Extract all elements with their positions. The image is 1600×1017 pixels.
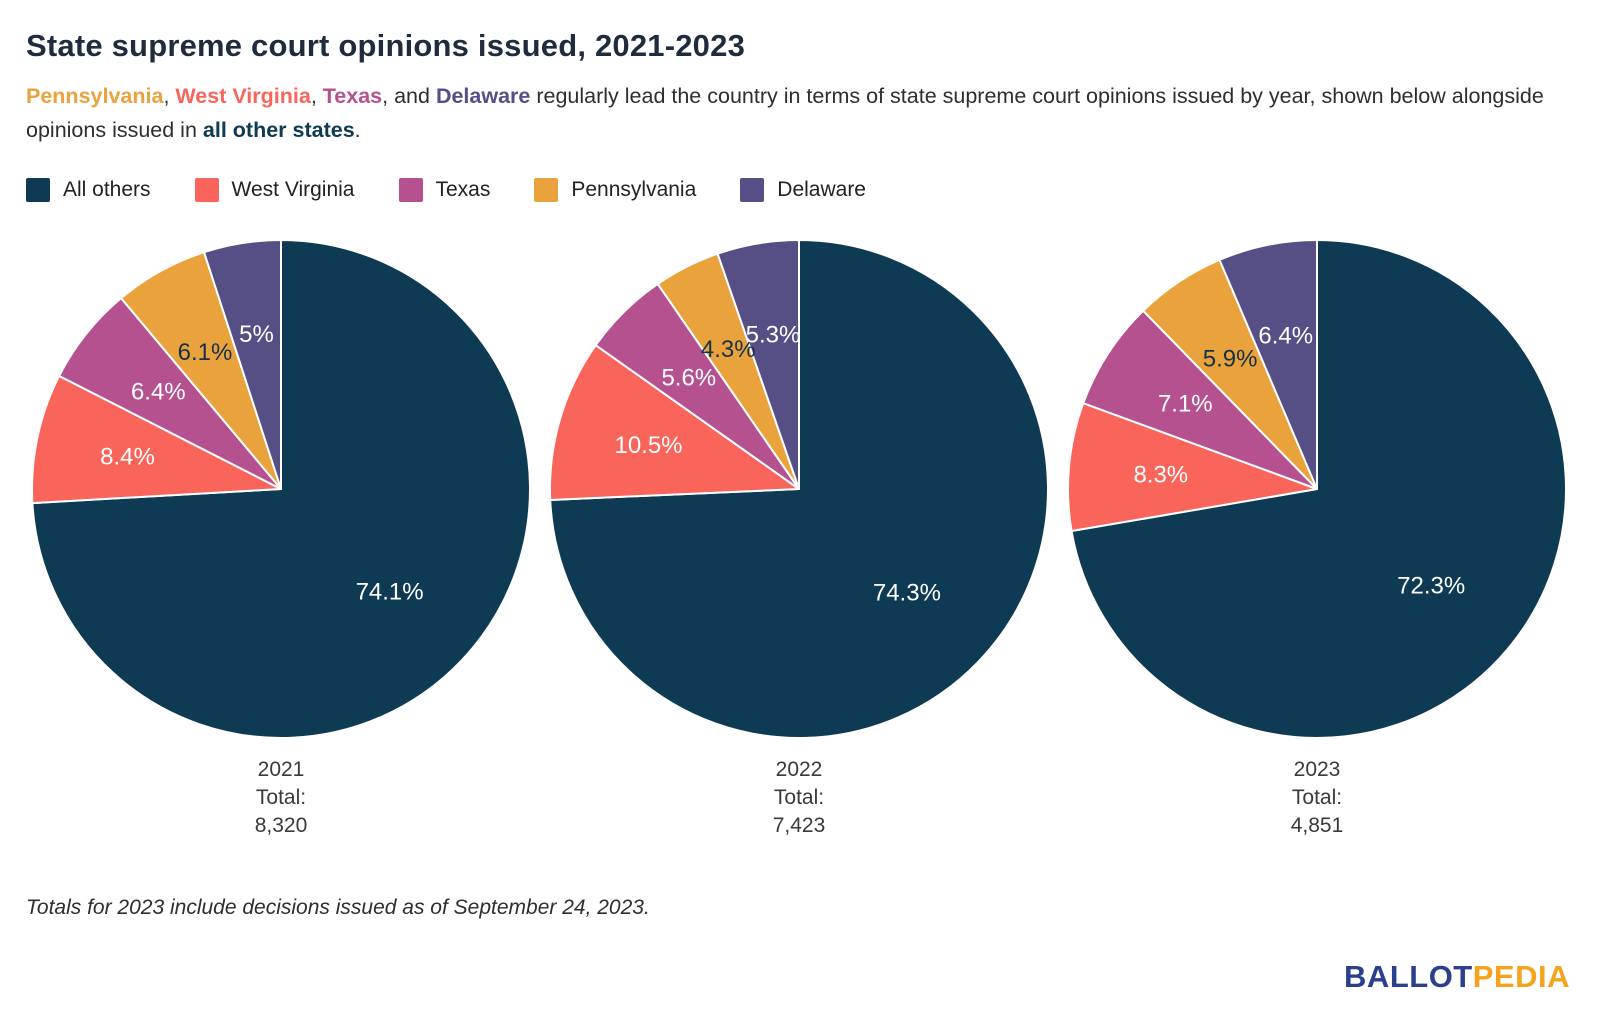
subtitle-west-virginia: West Virginia [175, 84, 311, 108]
pie-year-label: 2021 [257, 757, 305, 781]
pie-slice-percent-label: 5% [239, 321, 274, 348]
pie-charts-row: 74.1% 8.4% 6.4% 6.1% 5% 2021 Total: 8,320 74… [26, 236, 1572, 840]
pie-caption-2023: 2023 Total: 4,851 [1064, 756, 1570, 840]
pie-slice-percent-label: 5.3% [746, 321, 801, 348]
legend-label-pennsylvania: Pennsylvania [571, 177, 697, 201]
pie-total-label: Total: [773, 785, 825, 809]
pie-chart-2022: 74.3% 10.5% 5.6% 4.3% 5.3% [546, 236, 1052, 742]
pie-total-value: 8,320 [254, 813, 308, 837]
pie-slice-percent-label: 8.3% [1133, 462, 1188, 489]
subtitle-text: , [163, 84, 176, 108]
pie-slice-percent-label: 8.4% [100, 444, 155, 471]
pie-block-2023: 72.3% 8.3% 7.1% 5.9% 6.4% 2023 Total: 4,851 [1064, 236, 1570, 840]
subtitle-text: , and [382, 84, 436, 108]
subtitle-texas: Texas [322, 84, 383, 108]
pie-slice-percent-label: 72.3% [1397, 572, 1465, 599]
pie-slice-delaware [203, 238, 282, 490]
legend-item-all-others: All others [26, 177, 151, 202]
pie-total-value: 7,423 [772, 813, 826, 837]
legend-item-delaware: Delaware [740, 177, 866, 202]
pie-slice-texas [1082, 309, 1318, 490]
subtitle-pennsylvania: Pennsylvania [26, 84, 164, 108]
pie-caption-2022: 2022 Total: 7,423 [546, 756, 1052, 840]
pie-chart-2021: 74.1% 8.4% 6.4% 6.1% 5% [28, 236, 534, 742]
subtitle-all-other-states: all other states [202, 117, 355, 142]
legend-item-west-virginia: West Virginia [194, 177, 355, 202]
pie-slice-percent-label: 4.3% [701, 336, 756, 363]
ballotpedia-logo: BALLOTPEDIA [1344, 959, 1570, 995]
chart-subtitle: Pennsylvania, West Virginia, Texas, and … [26, 80, 1556, 148]
pie-year-label: 2022 [775, 757, 823, 781]
legend-item-texas: Texas [398, 177, 491, 202]
legend-label-texas: Texas [435, 177, 491, 201]
pie-year-label: 2023 [1293, 757, 1341, 781]
pie-slice-percent-label: 6.1% [178, 339, 233, 366]
pie-slice-percent-label: 6.4% [1258, 322, 1313, 349]
legend-swatch-west-virginia [194, 177, 219, 202]
logo-text-pedia: PEDIA [1472, 959, 1570, 994]
subtitle-text: regularly lead the country in terms of s… [26, 84, 1544, 142]
legend-swatch-texas [398, 177, 423, 202]
pie-slice-percent-label: 74.3% [873, 579, 941, 606]
legend-swatch-delaware [740, 177, 765, 202]
footnote: Totals for 2023 include decisions issued… [26, 895, 650, 919]
pie-chart-2023: 72.3% 8.3% 7.1% 5.9% 6.4% [1064, 236, 1570, 742]
pie-slice-west-virginia [31, 374, 282, 505]
pie-slice-percent-label: 7.1% [1158, 391, 1213, 418]
pie-total-label: Total: [255, 785, 307, 809]
pie-slice-percent-label: 5.6% [661, 364, 716, 391]
pie-slice-percent-label: 5.9% [1203, 345, 1258, 372]
pie-caption-2021: 2021 Total: 8,320 [28, 756, 534, 840]
pie-slice-west-virginia [549, 344, 800, 501]
pie-slice-delaware [716, 238, 800, 490]
pie-slice-all-others [1070, 238, 1567, 739]
legend-item-pennsylvania: Pennsylvania [534, 177, 697, 202]
pie-block-2022: 74.3% 10.5% 5.6% 4.3% 5.3% 2022 Total: 7,423 [546, 236, 1052, 840]
subtitle-text: . [354, 117, 361, 142]
pie-total-label: Total: [1291, 785, 1343, 809]
pie-slice-delaware [1218, 238, 1318, 490]
legend-swatch-all-others [26, 177, 50, 202]
pie-slice-percent-label: 74.1% [356, 579, 424, 606]
pie-block-2021: 74.1% 8.4% 6.4% 6.1% 5% 2021 Total: 8,320 [28, 236, 534, 840]
pie-slice-percent-label: 6.4% [131, 378, 186, 405]
subtitle-text: , [310, 84, 323, 108]
logo-text-ballot: BALLOT [1344, 959, 1473, 994]
pie-slice-west-virginia [1067, 402, 1318, 532]
pie-total-value: 4,851 [1290, 813, 1344, 837]
page-title: State supreme court opinions issued, 202… [26, 28, 746, 63]
legend-label-west-virginia: West Virginia [231, 177, 355, 201]
legend: All others West Virginia Texas Pennsylva… [26, 177, 1572, 202]
pie-slice-percent-label: 10.5% [614, 432, 682, 459]
subtitle-delaware: Delaware [435, 84, 531, 108]
legend-label-all-others: All others [63, 177, 151, 201]
legend-swatch-pennsylvania [534, 177, 559, 202]
legend-label-delaware: Delaware [777, 177, 866, 201]
